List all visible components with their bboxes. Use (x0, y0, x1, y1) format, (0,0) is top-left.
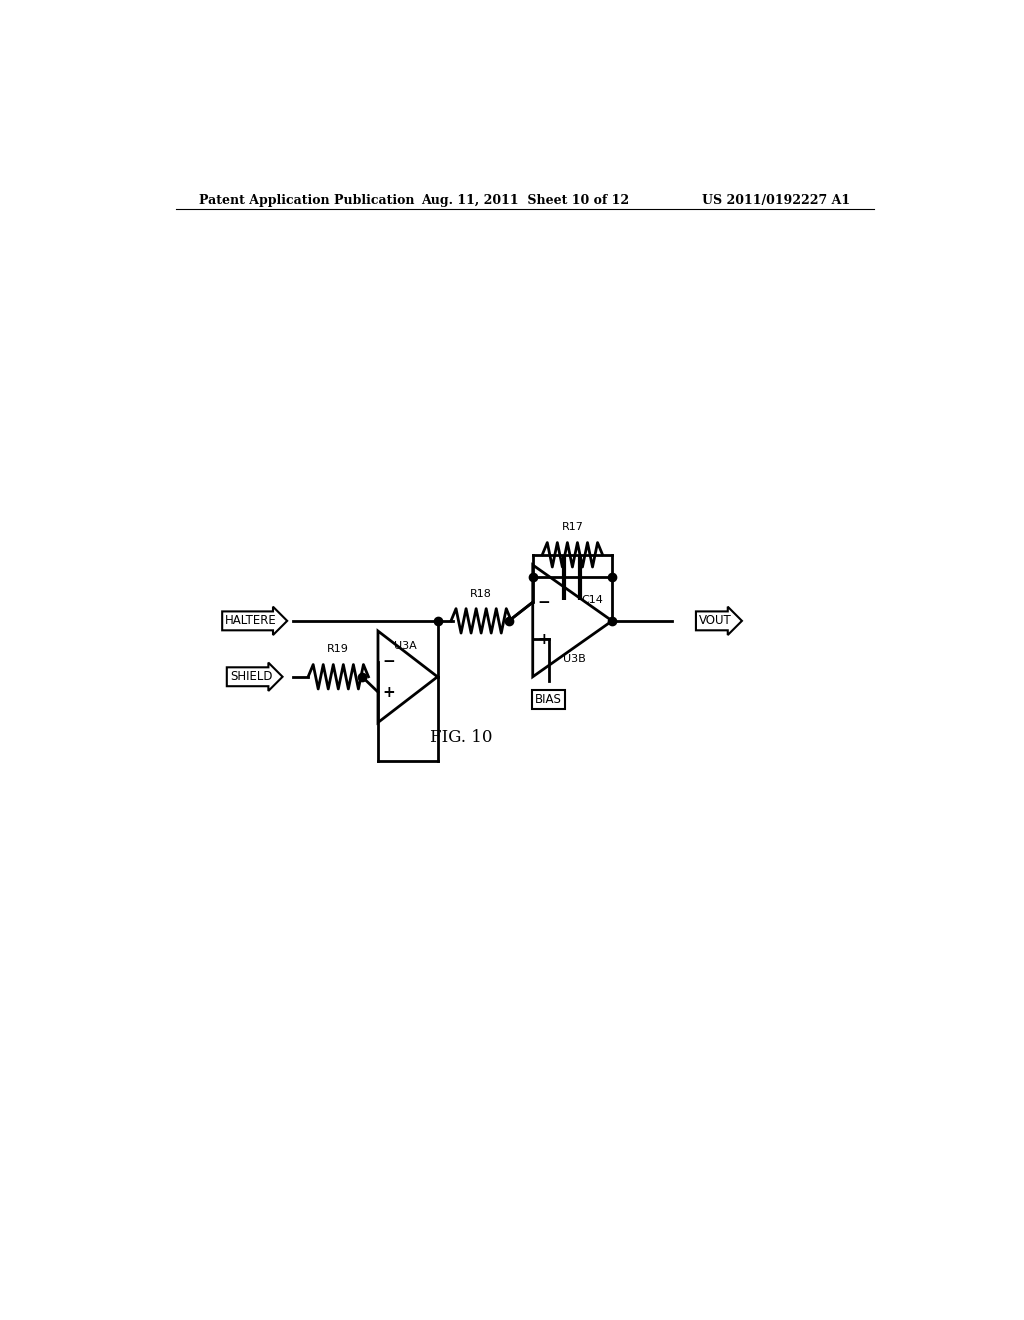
Text: SHIELD: SHIELD (229, 671, 272, 684)
Text: VOUT: VOUT (699, 614, 731, 627)
Text: +: + (382, 685, 394, 700)
Text: −: − (382, 653, 394, 669)
Text: −: − (538, 595, 550, 610)
Text: R17: R17 (561, 523, 584, 532)
Text: Patent Application Publication: Patent Application Publication (200, 194, 415, 207)
Text: Aug. 11, 2011  Sheet 10 of 12: Aug. 11, 2011 Sheet 10 of 12 (421, 194, 629, 207)
Text: +: + (538, 632, 550, 647)
Text: R18: R18 (470, 589, 493, 598)
Text: FIG. 10: FIG. 10 (430, 729, 493, 746)
Text: C14: C14 (582, 595, 603, 606)
Text: HALTERE: HALTERE (225, 614, 276, 627)
Text: US 2011/0192227 A1: US 2011/0192227 A1 (702, 194, 850, 207)
Text: U3A: U3A (394, 642, 417, 651)
Text: R19: R19 (328, 644, 349, 655)
Text: U3B: U3B (562, 655, 586, 664)
Text: BIAS: BIAS (536, 693, 562, 706)
